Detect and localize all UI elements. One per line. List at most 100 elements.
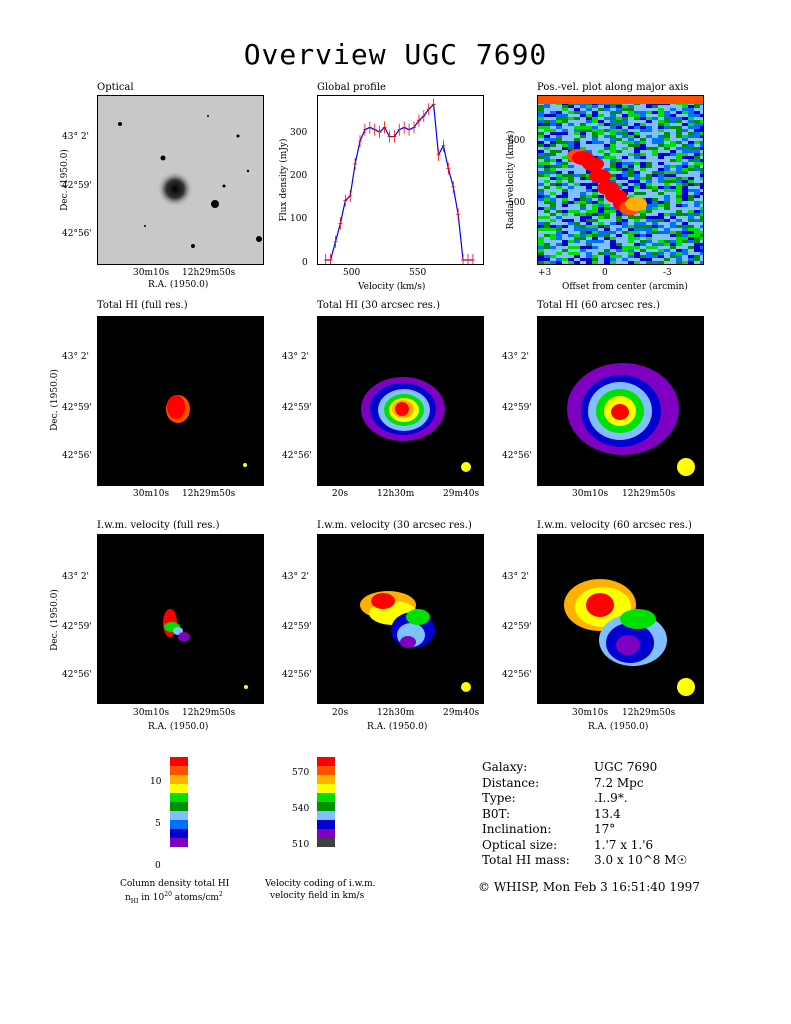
pv-pixel — [604, 126, 610, 129]
pv-pixel — [658, 258, 664, 261]
ra-tick: 29m40s — [443, 489, 480, 499]
pv-pixel — [664, 171, 670, 174]
pv-pixel — [688, 156, 694, 159]
pv-pixel — [676, 174, 682, 177]
dec-tick: 42°59' — [62, 622, 92, 632]
pv-pixel — [616, 231, 622, 234]
pv-pixel — [550, 195, 556, 198]
pv-pixel — [580, 183, 586, 186]
pv-pixel — [634, 171, 640, 174]
cb1-tick: 10 — [150, 777, 162, 787]
pv-pixel — [574, 144, 580, 147]
pv-pixel — [634, 195, 640, 198]
pv-pixel — [562, 249, 568, 252]
pv-pixel — [658, 231, 664, 234]
pv-pixel — [652, 183, 658, 186]
pv-pixel — [670, 252, 676, 255]
colorbar-swatch — [317, 793, 335, 802]
pv-pixel — [538, 225, 544, 228]
pv-pixel — [646, 132, 652, 135]
colorbar-swatch — [170, 829, 188, 838]
pv-pixel — [658, 204, 664, 207]
pv-pixel — [568, 195, 574, 198]
pv-pixel — [598, 216, 604, 219]
pv-pixel — [568, 252, 574, 255]
info-value: 17° — [594, 822, 616, 836]
pv-pixel — [562, 111, 568, 114]
dec-tick: 43° 2' — [502, 572, 530, 582]
pv-pixel — [568, 174, 574, 177]
info-value: 3.0 x 10^8 M☉ — [594, 853, 688, 867]
pv-pixel — [640, 162, 646, 165]
pv-pixel — [670, 240, 676, 243]
pv-pixel — [628, 252, 634, 255]
pv-pixel — [628, 195, 634, 198]
pv-pixel — [544, 150, 550, 153]
pv-pixel — [682, 243, 688, 246]
pv-pixel — [562, 153, 568, 156]
pv-pixel — [544, 132, 550, 135]
pv-pixel — [676, 231, 682, 234]
pv-pixel — [574, 123, 580, 126]
pv-pixel — [682, 114, 688, 117]
pv-pixel — [670, 177, 676, 180]
pv-pixel — [610, 117, 616, 120]
pv-pixel — [550, 159, 556, 162]
pv-pixel — [682, 138, 688, 141]
pv-pixel — [556, 105, 562, 108]
pv-pixel — [568, 192, 574, 195]
pv-pixel — [556, 228, 562, 231]
pv-pixel — [550, 105, 556, 108]
pv-pixel — [688, 213, 694, 216]
pv-pixel — [640, 258, 646, 261]
pv-pixel — [646, 246, 652, 249]
pv-svg — [538, 96, 703, 264]
pv-pixel — [676, 183, 682, 186]
pv-pixel — [604, 213, 610, 216]
pv-pixel — [550, 234, 556, 237]
pv-pixel — [544, 135, 550, 138]
pv-pixel — [622, 165, 628, 168]
ra-tick: 12h29m50s — [182, 268, 236, 278]
pv-pixel — [568, 108, 574, 111]
pv-pixel — [610, 129, 616, 132]
pv-pixel — [610, 156, 616, 159]
pv-pixel — [628, 153, 634, 156]
pv-pixel — [568, 117, 574, 120]
pv-pixel — [604, 231, 610, 234]
pv-pixel — [688, 132, 694, 135]
pv-pixel — [580, 138, 586, 141]
pv-pixel — [700, 261, 703, 264]
pv-pixel — [616, 258, 622, 261]
pv-pixel — [598, 204, 604, 207]
pv-pixel — [640, 159, 646, 162]
pv-pixel — [544, 222, 550, 225]
pv-pixel — [580, 114, 586, 117]
pv-pixel — [592, 123, 598, 126]
pv-pixel — [640, 225, 646, 228]
pv-pixel — [658, 249, 664, 252]
pv-pixel — [688, 237, 694, 240]
pv-pixel — [682, 183, 688, 186]
pv-pixel — [664, 258, 670, 261]
pv-pixel — [610, 252, 616, 255]
pv-pixel — [580, 144, 586, 147]
pv-pixel — [688, 228, 694, 231]
pv-pixel — [700, 147, 703, 150]
vel-full-title: I.w.m. velocity (full res.) — [97, 520, 220, 531]
pv-pixel — [592, 249, 598, 252]
pv-pixel — [556, 207, 562, 210]
pv-pixel — [676, 117, 682, 120]
pv-pixel — [694, 141, 700, 144]
pv-pixel — [628, 111, 634, 114]
pv-pixel — [676, 249, 682, 252]
colorbar-swatch — [317, 802, 335, 811]
pv-pixel — [610, 204, 616, 207]
pv-pixel — [646, 138, 652, 141]
pv-pixel — [550, 192, 556, 195]
pv-pixel — [610, 210, 616, 213]
cb1-tick: 5 — [155, 819, 161, 829]
pv-pixel — [562, 222, 568, 225]
pv-pixel — [688, 258, 694, 261]
pv-pixel — [580, 129, 586, 132]
